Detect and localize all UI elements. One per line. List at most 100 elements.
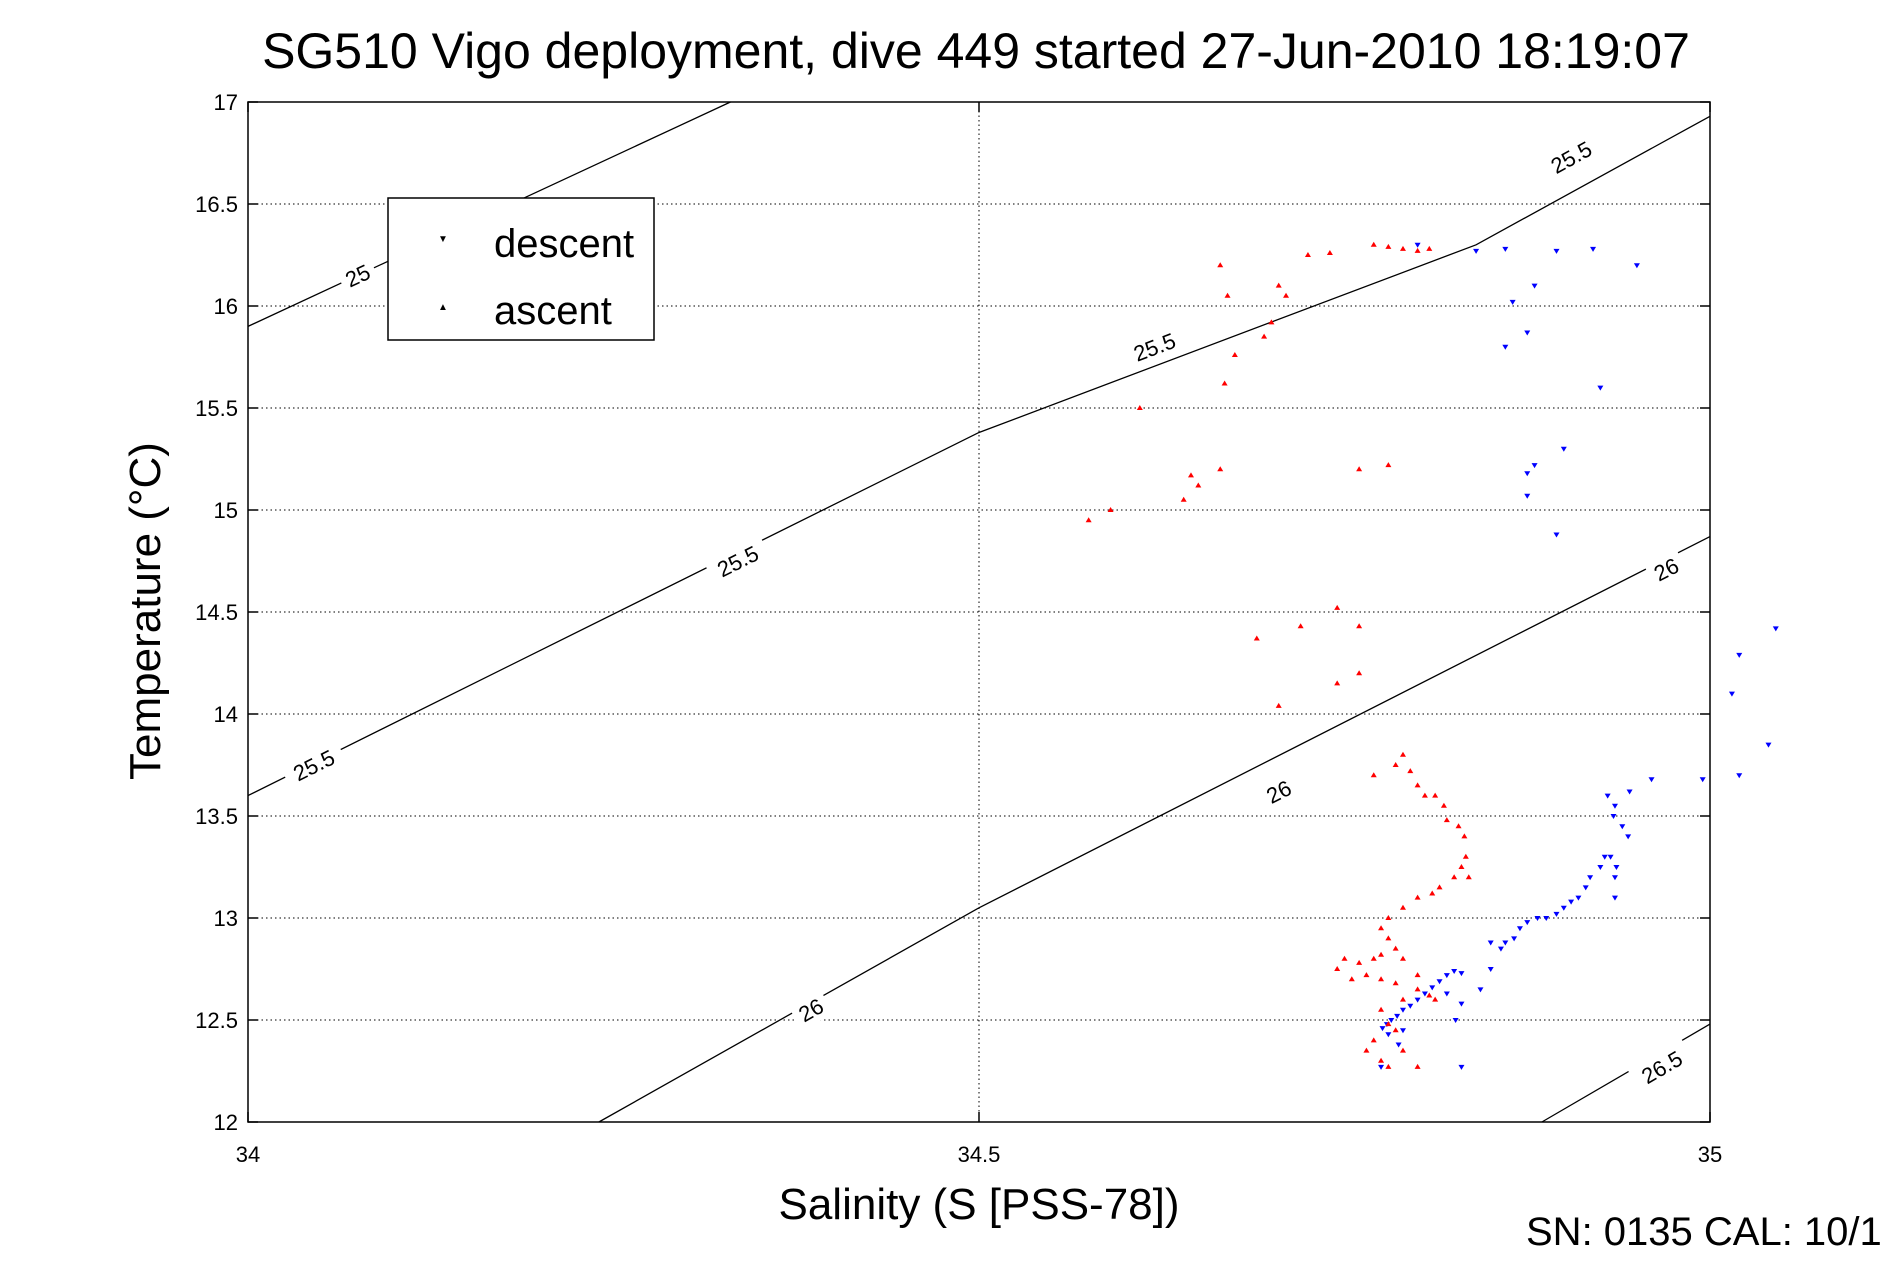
legend-box [387,197,655,341]
data-point-descent [1736,652,1743,658]
data-point-ascent [1275,282,1282,288]
data-point-ascent [1348,976,1355,982]
data-point-descent [1414,997,1421,1003]
chart-title: SG510 Vigo deployment, dive 449 started … [262,23,1690,79]
data-point-descent [1516,926,1523,932]
contour-line [247,115,1711,797]
data-point-descent [1728,691,1735,697]
y-axis-ticks: 12 12.5 13 13.5 14 14.5 15 15.5 16 16.5 17 [195,90,1710,1135]
y-tick-label: 14 [214,702,238,727]
data-point-ascent [1458,864,1465,869]
data-point-ascent [1334,680,1341,686]
data-point-ascent [1136,405,1143,410]
data-point-ascent [1356,466,1363,472]
data-point-descent [1553,248,1560,254]
data-point-descent [1568,899,1575,905]
data-point-ascent [1370,241,1377,247]
x-tick-label: 35 [1698,1142,1722,1167]
data-point-descent [1590,246,1597,252]
x-axis-label: Salinity (S [PSS-78]) [778,1180,1179,1229]
data-point-descent [1648,777,1655,783]
data-point-ascent [1432,792,1439,798]
contour-label-background [703,534,772,588]
data-point-ascent [1426,992,1433,998]
data-point-ascent [1462,853,1469,859]
data-point-ascent [1414,247,1421,253]
data-point-ascent [1085,517,1092,523]
contour-label-background [788,988,834,1031]
data-point-ascent [1414,972,1421,978]
data-point-descent [1587,875,1594,881]
data-point-ascent [1195,482,1202,488]
data-point-ascent [1407,768,1414,774]
y-axis-label: Temperature (°C) [121,442,170,780]
data-point-ascent [1392,762,1399,767]
data-point-ascent [1334,966,1341,971]
data-point-ascent [1414,1063,1421,1069]
data-point-descent [1473,248,1480,254]
data-point-ascent [1399,996,1406,1002]
data-point-ascent [1455,823,1462,829]
data-point-descent [1452,1018,1459,1023]
data-point-descent [1625,834,1632,840]
data-point-ascent [1363,1047,1370,1053]
data-point-descent [1597,385,1604,391]
contour-label-background [279,738,348,792]
data-point-ascent [1451,874,1458,880]
data-point-ascent [1385,935,1392,941]
data-point-descent [1388,1018,1395,1023]
data-point-ascent [1414,894,1421,900]
data-point-ascent [1440,802,1447,808]
legend-label-descent: descent [494,222,634,266]
data-point-descent [1414,242,1421,248]
data-point-descent [1451,969,1458,975]
data-point-ascent [1399,904,1406,910]
data-point-ascent [1461,833,1468,839]
data-point-descent [1626,789,1633,795]
y-tick-label: 13 [214,906,238,931]
data-point-ascent [1304,252,1311,257]
data-point-ascent [1378,976,1385,982]
data-point-ascent [1399,955,1406,961]
data-point-descent [1524,330,1531,336]
contour-label-background [1256,770,1302,813]
legend-marker-descent: ▼ [438,234,448,245]
data-point-descent [1443,991,1450,997]
data-point-descent [1477,987,1484,993]
data-point-descent [1497,946,1504,952]
data-point-descent [1443,973,1450,979]
data-point-ascent [1392,945,1399,951]
data-point-descent [1458,971,1465,977]
data-point-descent [1531,463,1538,469]
data-point-descent [1395,1042,1402,1048]
data-point-descent [1534,916,1541,921]
data-point-ascent [1426,245,1433,251]
data-point-descent [1399,1007,1406,1013]
data-point-ascent [1107,507,1114,512]
contour-label-background [1643,548,1689,590]
data-point-descent [1582,885,1589,891]
data-point-ascent [1253,635,1260,641]
data-point-descent [1385,1032,1392,1038]
data-point-ascent [1385,915,1392,920]
contour-label-background [1120,322,1189,371]
data-point-ascent [1385,1021,1392,1027]
data-point-ascent [1399,1047,1406,1053]
x-axis-ticks: 34 34.5 35 [236,102,1722,1167]
data-point-ascent [1414,986,1421,992]
data-point-ascent [1180,496,1187,502]
data-point-descent [1487,967,1494,972]
data-point-descent [1553,532,1560,538]
legend-label-ascent: ascent [494,289,612,333]
data-point-ascent [1378,1057,1385,1063]
data-point-descent [1611,875,1618,881]
data-point-descent [1736,773,1743,779]
data-point-descent [1436,979,1443,985]
data-point-descent [1613,865,1620,870]
data-point-ascent [1465,874,1472,880]
contour-line [598,535,1711,1123]
data-point-ascent [1392,1027,1399,1033]
x-tick-label: 34 [236,1142,260,1167]
data-point-descent [1607,854,1614,860]
